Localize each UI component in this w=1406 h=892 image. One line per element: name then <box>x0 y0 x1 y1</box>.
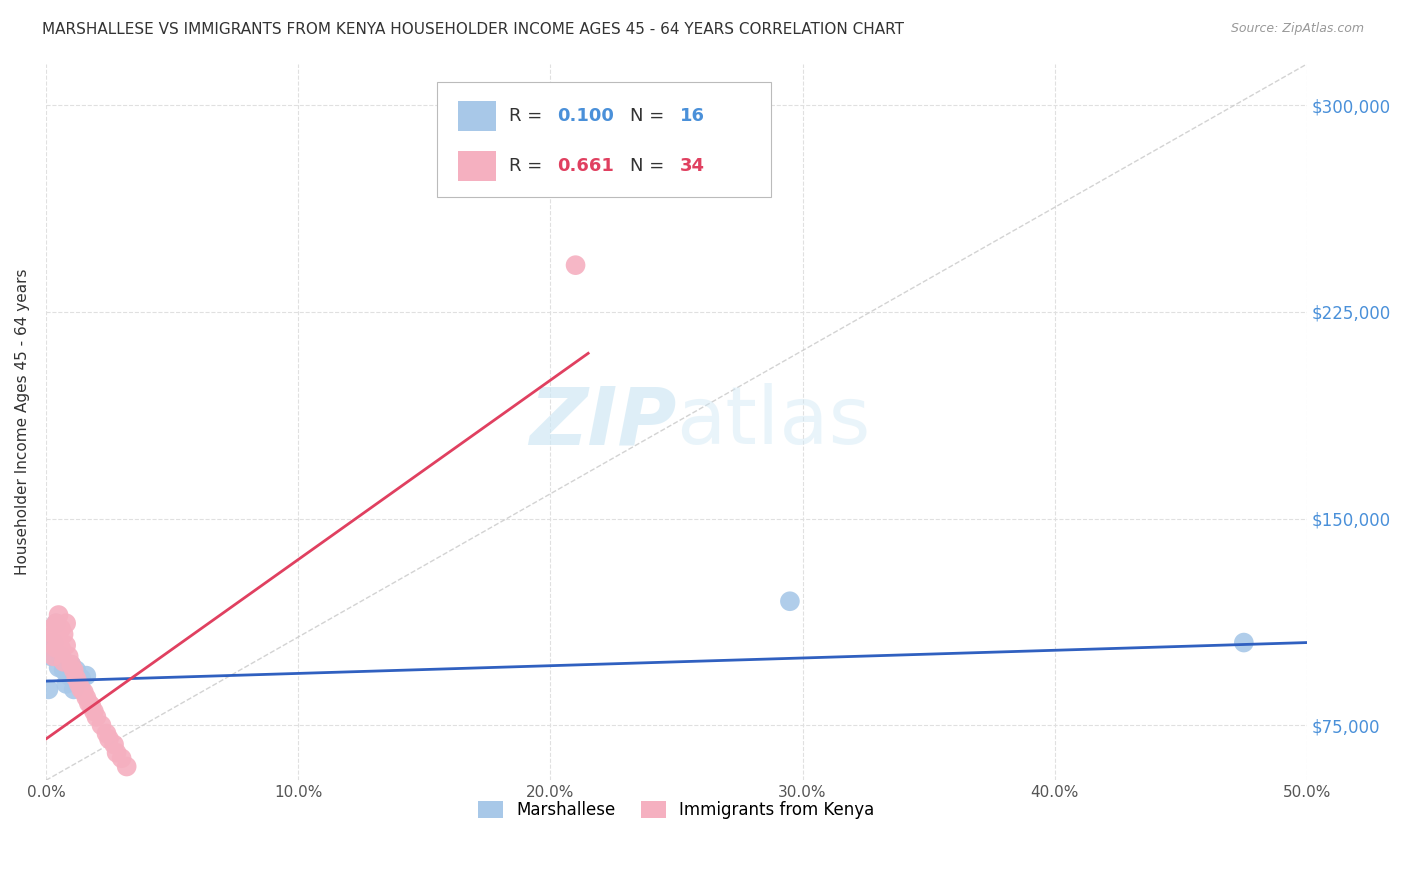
Point <box>37 635 59 649</box>
Point <box>49 641 72 656</box>
FancyBboxPatch shape <box>458 151 496 181</box>
Point <box>111 751 134 765</box>
FancyBboxPatch shape <box>458 101 496 130</box>
Point <box>65 663 87 677</box>
FancyBboxPatch shape <box>437 82 770 196</box>
Point <box>37 682 59 697</box>
Point <box>77 696 100 710</box>
Point <box>1233 635 1256 649</box>
Point <box>103 738 125 752</box>
Point <box>42 649 65 664</box>
Legend: Marshallese, Immigrants from Kenya: Marshallese, Immigrants from Kenya <box>471 794 882 826</box>
Point <box>52 663 75 677</box>
Point <box>55 677 77 691</box>
Text: 0.661: 0.661 <box>557 158 613 176</box>
Point <box>73 685 96 699</box>
Text: ZIP: ZIP <box>529 384 676 461</box>
Point <box>55 616 77 631</box>
Point <box>65 672 87 686</box>
Text: R =: R = <box>509 158 548 176</box>
Point <box>83 705 105 719</box>
Text: 34: 34 <box>681 158 706 176</box>
Point <box>779 594 801 608</box>
Text: 0.100: 0.100 <box>557 107 613 125</box>
Point <box>45 616 67 631</box>
Point <box>115 759 138 773</box>
Point <box>49 649 72 664</box>
Point <box>75 668 97 682</box>
Point <box>42 627 65 641</box>
Point <box>96 726 118 740</box>
Point <box>45 641 67 656</box>
Text: MARSHALLESE VS IMMIGRANTS FROM KENYA HOUSEHOLDER INCOME AGES 45 - 64 YEARS CORRE: MARSHALLESE VS IMMIGRANTS FROM KENYA HOU… <box>42 22 904 37</box>
Text: R =: R = <box>509 107 548 125</box>
Point <box>48 660 70 674</box>
Point <box>58 649 80 664</box>
Point <box>90 718 112 732</box>
Point <box>105 746 128 760</box>
Point <box>55 638 77 652</box>
Point <box>86 710 108 724</box>
Point <box>48 607 70 622</box>
Point <box>60 657 83 672</box>
Text: atlas: atlas <box>676 384 870 461</box>
Point <box>52 627 75 641</box>
Point <box>52 655 75 669</box>
Point <box>60 657 83 672</box>
Point <box>98 731 121 746</box>
Point <box>39 622 62 636</box>
Point <box>62 663 84 677</box>
Text: Source: ZipAtlas.com: Source: ZipAtlas.com <box>1230 22 1364 36</box>
Point <box>45 616 67 631</box>
Point <box>42 635 65 649</box>
Point <box>67 677 90 691</box>
Text: 16: 16 <box>681 107 706 125</box>
Text: N =: N = <box>630 158 669 176</box>
Text: N =: N = <box>630 107 669 125</box>
Point <box>70 672 93 686</box>
Point <box>70 682 93 697</box>
Point <box>58 668 80 682</box>
Point <box>75 690 97 705</box>
Point <box>39 649 62 664</box>
Point <box>80 698 103 713</box>
Point <box>62 682 84 697</box>
Point <box>49 622 72 636</box>
Y-axis label: Householder Income Ages 45 - 64 years: Householder Income Ages 45 - 64 years <box>15 268 30 575</box>
Point <box>48 630 70 644</box>
Point <box>564 258 586 272</box>
